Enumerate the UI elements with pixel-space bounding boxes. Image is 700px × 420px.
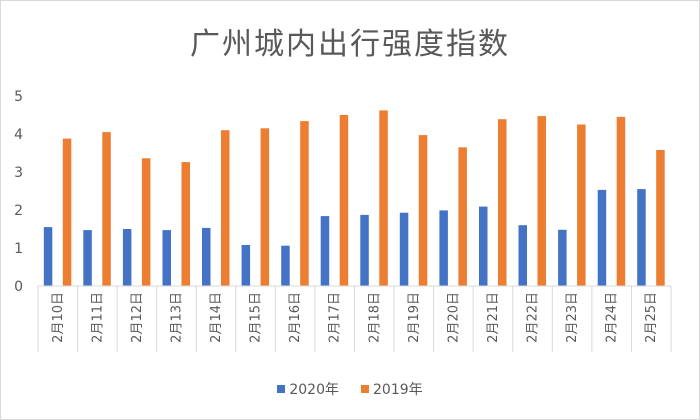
bar-series-2 — [458, 147, 467, 286]
bar-series-2 — [537, 116, 546, 286]
bar-series-2 — [181, 162, 190, 286]
legend-item-series-1: 2020年 — [277, 379, 339, 399]
bar-series-2 — [379, 110, 388, 287]
bar-series-2 — [498, 119, 507, 286]
bar-series-2 — [221, 130, 230, 286]
bar-series-1 — [43, 227, 53, 286]
x-tick-label: 2月14日 — [209, 292, 224, 343]
bar-series-1 — [202, 227, 211, 286]
bar-series-1 — [479, 206, 488, 286]
x-tick-label: 2月11日 — [90, 292, 105, 343]
legend-swatch-series-1 — [277, 385, 286, 393]
y-tick-label: 5 — [14, 89, 23, 105]
x-tick-label: 2月16日 — [288, 292, 303, 343]
bar-series-2 — [577, 124, 586, 286]
x-tick-label: 2月23日 — [565, 292, 580, 343]
bar-series-1 — [281, 245, 290, 286]
y-tick-label: 4 — [14, 127, 23, 143]
bar-series-1 — [83, 230, 92, 286]
bar-series-2 — [616, 116, 626, 287]
bar-series-2 — [62, 138, 72, 286]
x-tick-label: 2月24日 — [605, 292, 620, 343]
bar-series-2 — [339, 115, 349, 286]
bar-series-1 — [637, 189, 646, 286]
y-tick-label: 2 — [14, 203, 23, 219]
x-tick-label: 2月13日 — [169, 292, 184, 343]
x-tick-label: 2月21日 — [486, 292, 501, 343]
x-tick-label: 2月15日 — [249, 292, 264, 343]
bar-series-1 — [122, 229, 132, 286]
chart-legend: 2020年 2019年 — [1, 379, 699, 399]
bar-series-2 — [418, 135, 428, 286]
bar-series-1 — [399, 212, 409, 286]
bar-series-1 — [162, 230, 171, 286]
y-tick-label: 1 — [14, 241, 23, 257]
bar-series-1 — [597, 189, 607, 286]
bar-series-2 — [102, 132, 111, 286]
legend-label-series-2: 2019年 — [373, 382, 423, 398]
legend-label-series-1: 2020年 — [289, 382, 339, 398]
bar-series-1 — [518, 225, 527, 286]
legend-item-series-2: 2019年 — [361, 379, 423, 399]
bar-series-2 — [141, 158, 151, 286]
x-tick-label: 2月17日 — [328, 292, 343, 343]
bar-series-1 — [320, 216, 330, 286]
y-tick-label: 3 — [14, 165, 23, 181]
x-tick-label: 2月25日 — [644, 292, 659, 343]
y-tick-label: 0 — [14, 279, 23, 295]
bar-series-2 — [300, 121, 309, 286]
bar-series-1 — [439, 210, 448, 286]
bar-series-1 — [558, 229, 567, 286]
x-tick-label: 2月19日 — [407, 292, 422, 343]
legend-swatch-series-2 — [361, 385, 369, 393]
chart-title: 广州城内出行强度指数 — [190, 27, 510, 62]
x-tick-label: 2月20日 — [446, 292, 461, 343]
bar-series-1 — [241, 245, 251, 286]
x-tick-label: 2月22日 — [526, 292, 541, 343]
x-tick-label: 2月18日 — [367, 292, 382, 343]
x-tick-label: 2月10日 — [51, 292, 66, 343]
bar-series-1 — [360, 214, 369, 286]
x-tick-label: 2月12日 — [130, 292, 145, 343]
bar-series-2 — [260, 128, 270, 286]
bar-series-2 — [656, 150, 665, 286]
